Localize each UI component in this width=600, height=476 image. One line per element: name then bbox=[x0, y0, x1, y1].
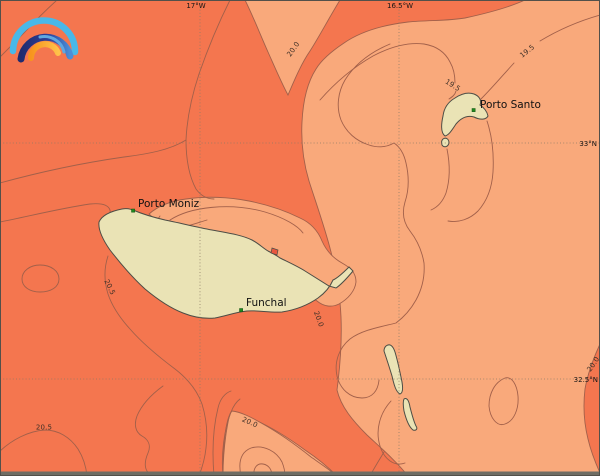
warm-coastal-patch bbox=[270, 247, 279, 256]
meridian-label-17w: 17°W bbox=[186, 2, 205, 10]
porto-santo-island bbox=[441, 92, 489, 137]
porto-moniz-marker bbox=[131, 208, 135, 213]
porto-santo-islet bbox=[441, 137, 450, 148]
porto-santo-marker bbox=[471, 108, 476, 112]
madeira-island bbox=[98, 208, 354, 319]
islands bbox=[98, 92, 489, 431]
parallel-label-32-5n: 32.5°N bbox=[574, 376, 598, 384]
rainbow-arc-outer bbox=[9, 17, 79, 56]
bottom-bar bbox=[0, 471, 600, 476]
funchal-label: Funchal bbox=[246, 297, 287, 309]
parallel-label-33n: 33°N bbox=[579, 140, 597, 148]
deserta-island-north bbox=[383, 344, 404, 395]
rainbow-arc-accent bbox=[38, 35, 66, 54]
porto-santo-label: Porto Santo bbox=[480, 99, 541, 111]
cool-blob-bottom bbox=[222, 410, 338, 476]
porto-moniz-label: Porto Moniz bbox=[138, 198, 200, 210]
rainbow-logo bbox=[9, 17, 79, 63]
isotherm-label: 20.5 bbox=[36, 424, 52, 432]
warm-sliver-right bbox=[583, 343, 600, 474]
places: Porto Moniz Funchal Porto Santo bbox=[131, 99, 541, 312]
meridian-label-16-5w: 16.5°W bbox=[387, 2, 413, 10]
rainbow-arc-inner bbox=[28, 41, 61, 61]
funchal-marker bbox=[239, 308, 243, 312]
deserta-island-south bbox=[402, 398, 418, 431]
